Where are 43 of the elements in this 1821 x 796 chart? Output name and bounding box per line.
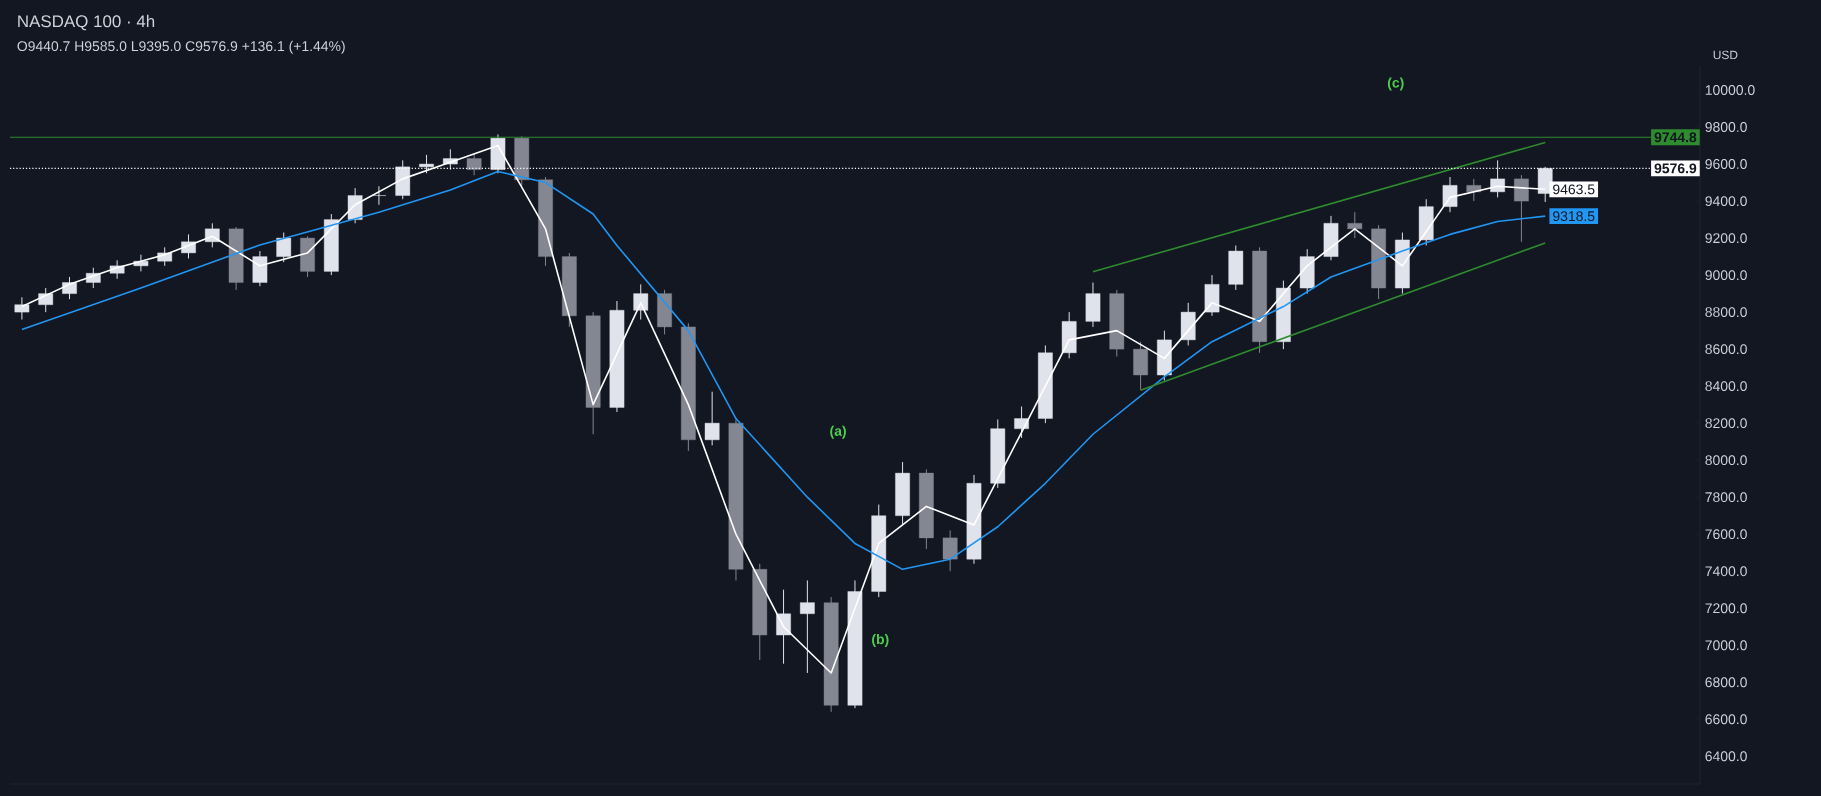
ref-line-label: 9576.9 — [1654, 163, 1697, 174]
data-label: 9463.5 — [1553, 184, 1595, 195]
y-tick-label: 9400.0 — [1705, 196, 1747, 207]
y-tick-label: 10000.0 — [1705, 85, 1755, 95]
y-tick-label: 9200.0 — [1705, 233, 1747, 244]
y-tick-label: 8600.0 — [1705, 344, 1747, 355]
ref-line-label: 9744.8 — [1654, 132, 1697, 143]
y-tick-label: 6600.0 — [1705, 714, 1747, 725]
candlestick — [1490, 159, 1505, 198]
data-label: 9318.5 — [1553, 211, 1595, 222]
candlestick — [1466, 178, 1482, 202]
candlestick — [942, 529, 958, 572]
y-tick-label: 8400.0 — [1705, 381, 1747, 392]
candlestick — [704, 391, 720, 446]
y-tick-label: 8800.0 — [1705, 307, 1747, 318]
y-axis-title: USD — [1713, 50, 1738, 60]
candlestick — [276, 232, 292, 263]
candlestick — [1347, 211, 1363, 239]
annotation: (b) — [872, 633, 889, 647]
y-tick-label: 9600.0 — [1705, 159, 1747, 170]
y-tick-label: 7200.0 — [1705, 603, 1747, 614]
chart-subtitle: O9440.7 H9585.0 L9395.0 C9576.9 +136.1 (+1.44%) — [17, 40, 345, 54]
y-tick-label: 6800.0 — [1705, 677, 1747, 688]
y-tick-label: 7400.0 — [1705, 566, 1747, 577]
candlestick — [419, 154, 434, 174]
y-tick-label: 8000.0 — [1705, 455, 1747, 466]
y-tick-label: 8200.0 — [1705, 418, 1747, 429]
candlestick — [1514, 174, 1529, 243]
candlestick — [1442, 176, 1458, 213]
y-tick-label: 9800.0 — [1705, 122, 1747, 132]
y-tick-label: 7000.0 — [1705, 640, 1747, 651]
y-tick-label: 9000.0 — [1705, 270, 1747, 281]
candlestick — [633, 283, 649, 321]
candlestick — [800, 579, 815, 674]
candlestick — [1014, 405, 1029, 439]
y-tick-label: 6400.0 — [1705, 751, 1747, 762]
y-tick-label: 7600.0 — [1705, 529, 1747, 540]
line-series — [21, 170, 1547, 571]
y-tick-label: 7800.0 — [1705, 492, 1747, 503]
annotation: (a) — [830, 425, 846, 439]
chart-title: NASDAQ 100 · 4h — [18, 14, 155, 31]
candlestick — [14, 296, 30, 321]
annotation: (c) — [1387, 77, 1404, 91]
